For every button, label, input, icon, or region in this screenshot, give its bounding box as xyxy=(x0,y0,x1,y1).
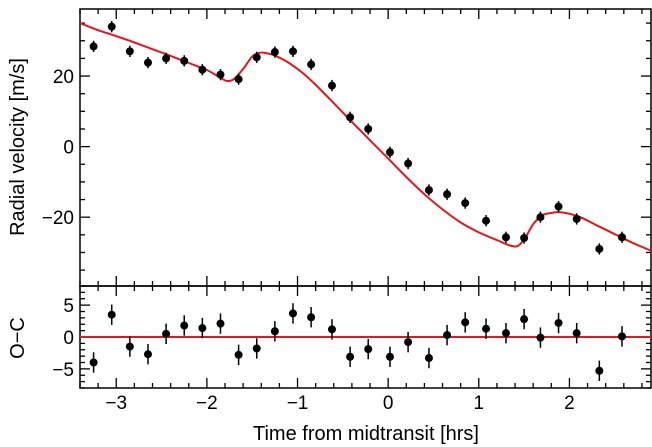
x-tick-label: −3 xyxy=(105,393,127,414)
data-point xyxy=(617,332,626,341)
data-point xyxy=(346,352,355,361)
top-axis-ticks xyxy=(79,9,651,286)
data-point xyxy=(482,324,491,333)
top-y-tick-labels: −20 0 20 xyxy=(42,67,74,229)
data-point xyxy=(89,42,98,51)
data-point xyxy=(180,56,189,65)
data-point xyxy=(216,70,225,79)
y-tick-label: 20 xyxy=(53,67,74,88)
y-tick-label: 0 xyxy=(63,328,74,349)
radial-velocity-panel: −20 0 20 Radial velocity [m/s] xyxy=(7,8,652,287)
data-point xyxy=(198,65,207,74)
data-point xyxy=(234,75,243,84)
data-point xyxy=(554,202,563,211)
data-point xyxy=(404,159,413,168)
data-point xyxy=(125,47,134,56)
data-point xyxy=(327,325,336,334)
data-point xyxy=(143,350,152,359)
data-point xyxy=(385,352,394,361)
top-y-axis-label: Radial velocity [m/s] xyxy=(7,58,29,236)
y-tick-label: −20 xyxy=(42,208,74,229)
data-point xyxy=(234,350,243,359)
data-point xyxy=(346,113,355,122)
data-point xyxy=(461,199,470,208)
data-point xyxy=(554,318,563,327)
data-point xyxy=(443,331,452,340)
y-tick-label: −5 xyxy=(52,360,74,381)
data-point xyxy=(404,338,413,347)
bottom-y-tick-labels: −5 0 5 xyxy=(52,296,74,381)
x-tick-label: −2 xyxy=(196,393,218,414)
data-point xyxy=(270,327,279,336)
data-point xyxy=(520,234,529,243)
data-point xyxy=(572,329,581,338)
data-point xyxy=(501,329,510,338)
bottom-y-axis-label: O−C xyxy=(7,317,29,359)
x-axis-label: Time from midtransit [hrs] xyxy=(253,423,479,445)
data-point xyxy=(162,54,171,63)
data-point xyxy=(364,345,373,354)
y-tick-label: 0 xyxy=(63,138,74,159)
data-point xyxy=(443,190,452,199)
residual-data-points xyxy=(89,303,626,381)
data-point xyxy=(107,22,116,31)
data-point xyxy=(424,354,433,363)
residuals-panel: −5 0 5 −3 −2 −1 0 1 2 O−C Time from midtransit … xyxy=(7,285,652,445)
data-point xyxy=(617,233,626,242)
data-point xyxy=(424,186,433,195)
bottom-axis-ticks xyxy=(79,285,651,389)
data-point xyxy=(501,233,510,242)
data-point xyxy=(252,53,261,62)
x-tick-labels: −3 −2 −1 0 1 2 xyxy=(105,393,574,414)
data-point xyxy=(143,58,152,67)
x-tick-label: 1 xyxy=(474,393,485,414)
data-point xyxy=(364,124,373,133)
data-point xyxy=(327,81,336,90)
x-tick-label: 2 xyxy=(564,393,575,414)
x-tick-label: −1 xyxy=(287,393,309,414)
data-point xyxy=(107,310,116,319)
data-point xyxy=(482,216,491,225)
y-tick-label: 5 xyxy=(63,296,74,317)
top-plot-frame xyxy=(79,8,652,287)
data-point xyxy=(288,309,297,318)
data-point xyxy=(270,48,279,57)
data-point xyxy=(536,333,545,342)
data-point xyxy=(307,60,316,69)
data-point xyxy=(216,319,225,328)
data-point xyxy=(307,313,316,322)
data-point xyxy=(520,315,529,324)
data-point xyxy=(180,321,189,330)
data-point xyxy=(595,244,604,253)
data-point xyxy=(252,344,261,353)
data-point xyxy=(461,318,470,327)
data-point xyxy=(198,324,207,333)
rv-data-points xyxy=(89,20,626,255)
data-point xyxy=(385,148,394,157)
data-point xyxy=(162,329,171,338)
data-point xyxy=(125,342,134,351)
x-tick-label: 0 xyxy=(383,393,394,414)
data-point xyxy=(536,213,545,222)
data-point xyxy=(595,366,604,375)
data-point xyxy=(288,47,297,56)
data-point xyxy=(89,358,98,367)
data-point xyxy=(572,214,581,223)
